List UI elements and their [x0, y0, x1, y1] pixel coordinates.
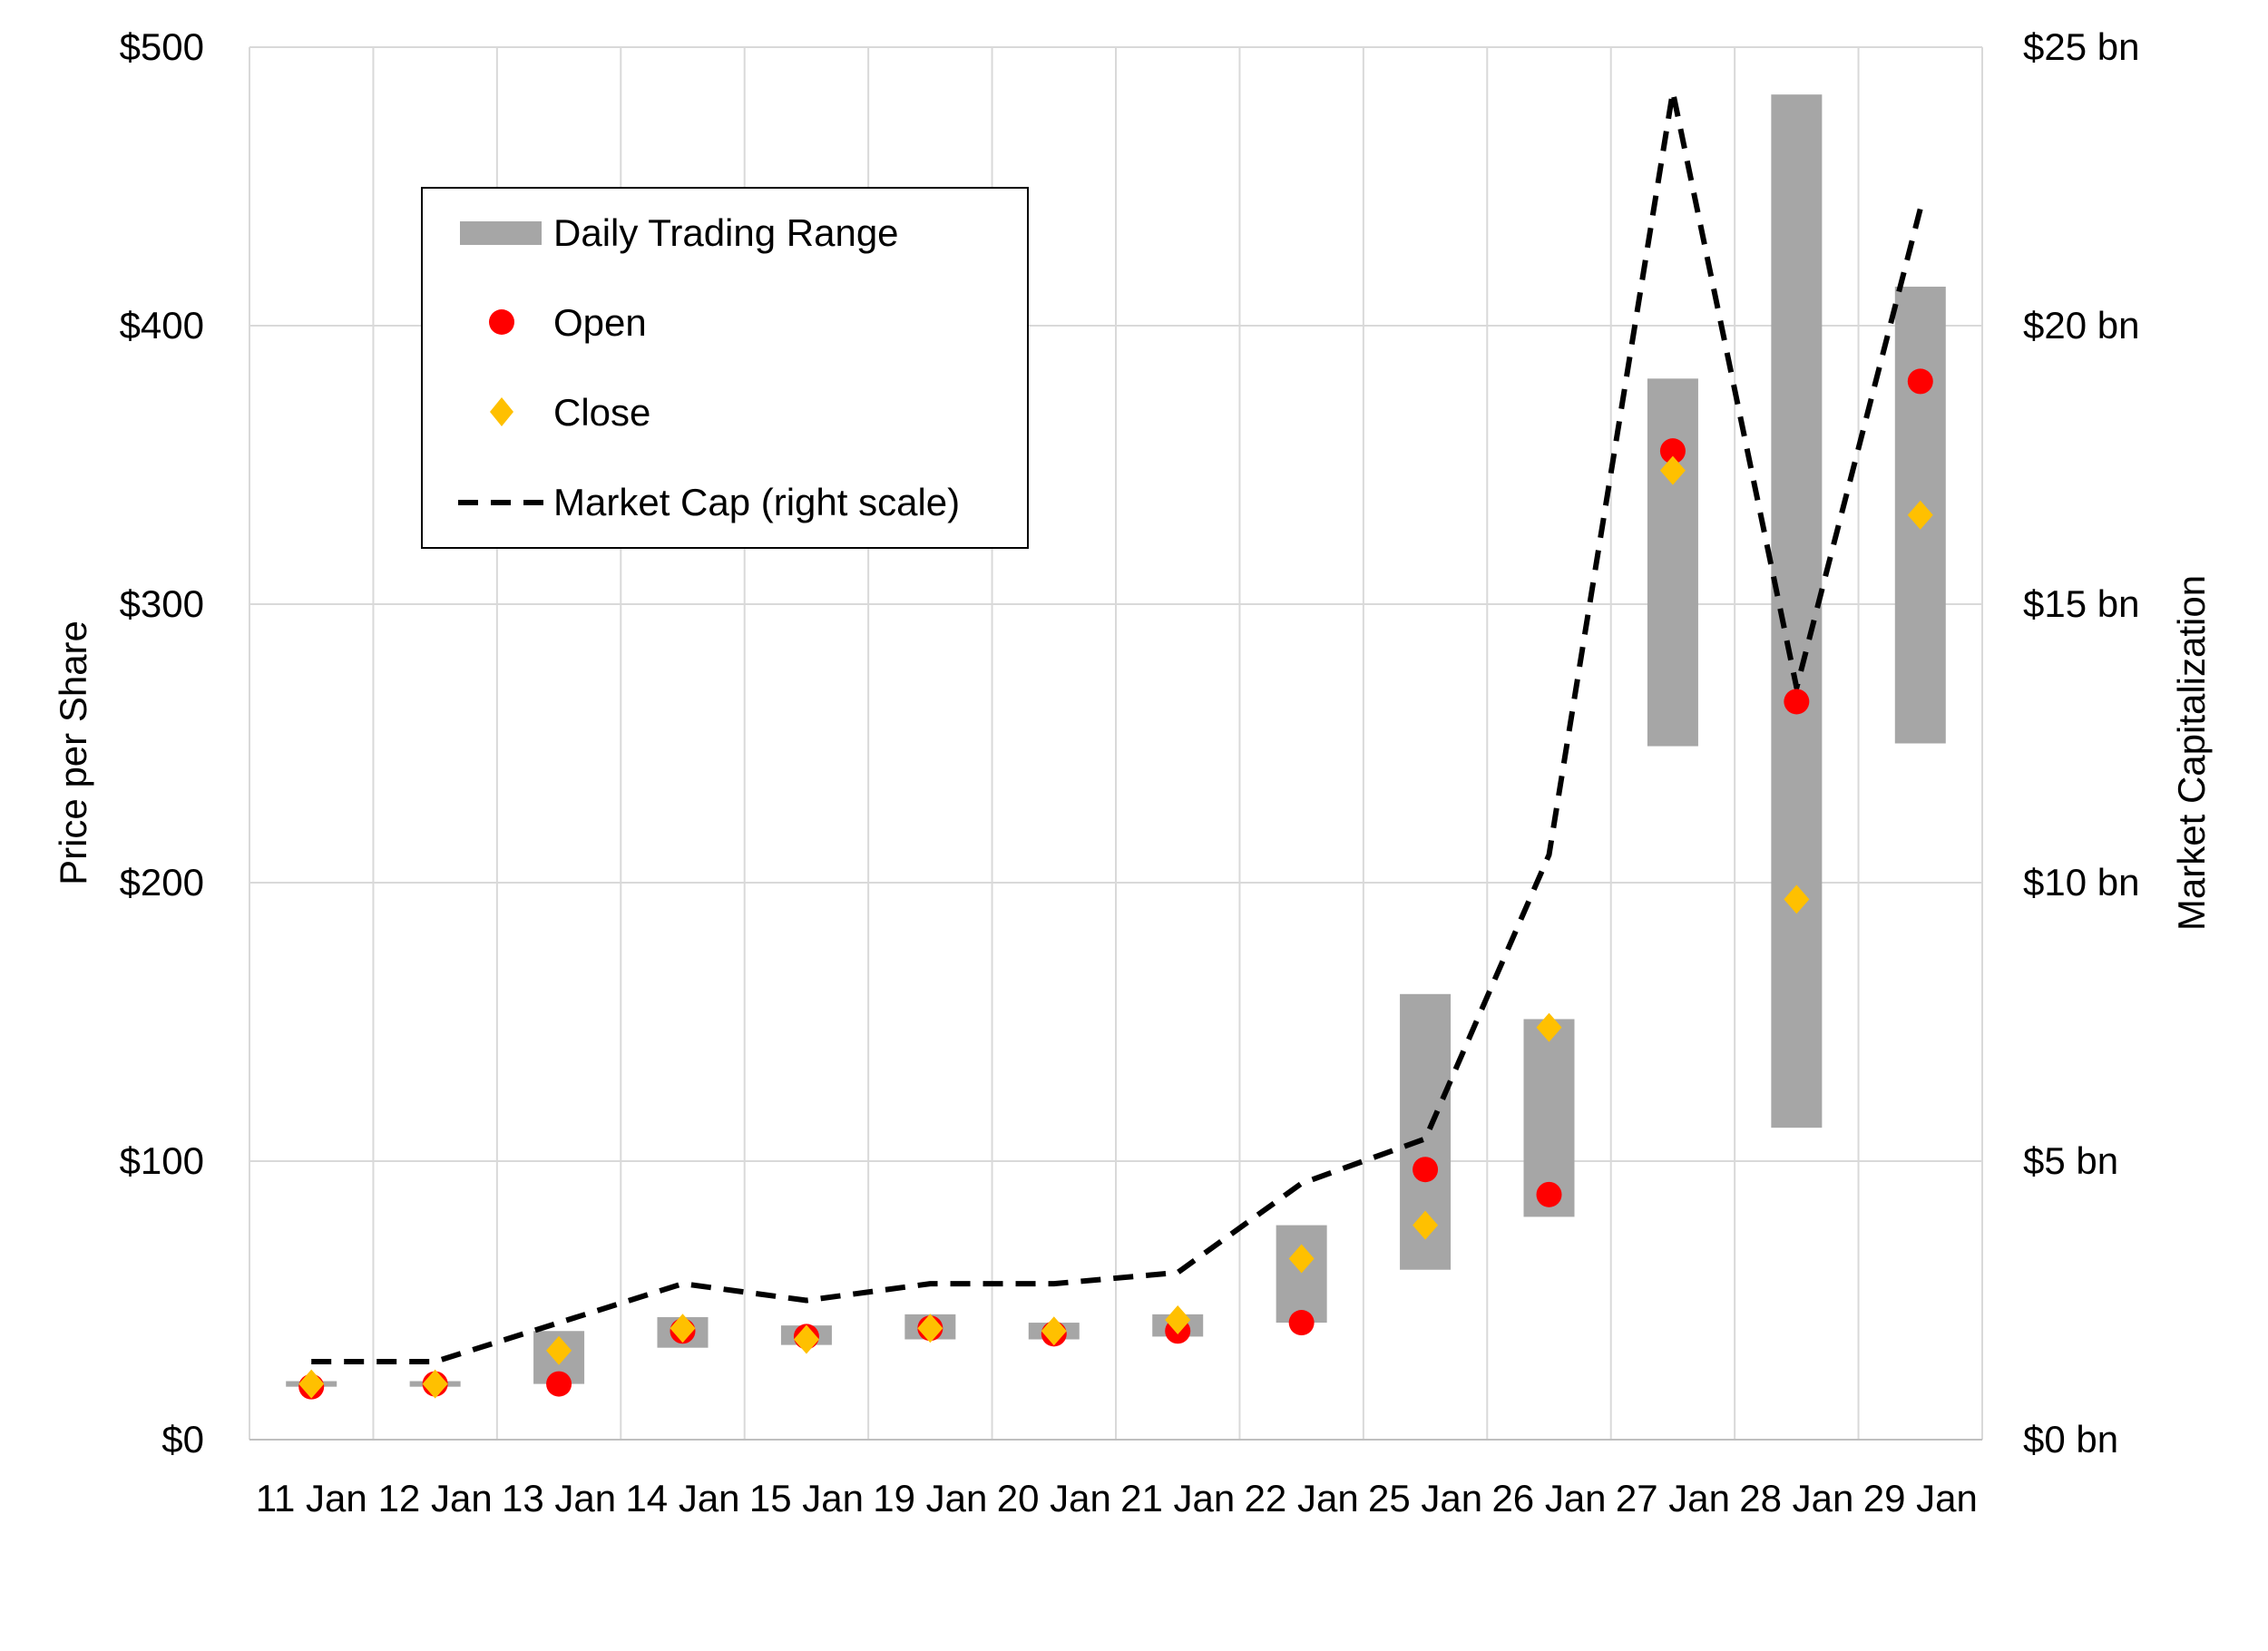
- open-point: [546, 1371, 572, 1397]
- y-tick-label: $100: [120, 1139, 204, 1182]
- y-tick-label: $0: [161, 1418, 204, 1460]
- legend-swatch-range: [460, 221, 542, 245]
- open-point: [1413, 1157, 1439, 1183]
- open-point: [1536, 1181, 1562, 1207]
- y-tick-label: $500: [120, 25, 204, 68]
- market-cap-line: [311, 89, 1923, 1364]
- close-point: [298, 1369, 325, 1399]
- y-tick-label: $300: [120, 582, 204, 625]
- legend-label-close: Close: [553, 391, 650, 434]
- close-point: [670, 1314, 696, 1343]
- market-cap-line-layer: [311, 89, 1923, 1364]
- price-markers: [298, 368, 1933, 1400]
- axes: $0 $0 bn $100 $5 bn $200 $10 bn $300 $15 bn $400…: [120, 25, 2140, 1519]
- y-tick-label: $200: [120, 861, 204, 904]
- close-point: [1041, 1316, 1067, 1346]
- x-tick-label: 14 Jan: [625, 1477, 739, 1519]
- close-point: [1907, 500, 1933, 530]
- x-tick-label: 21 Jan: [1120, 1477, 1235, 1519]
- legend-box: [421, 187, 1029, 549]
- legend-label-marketcap: Market Cap (right scale): [553, 481, 960, 523]
- y2-tick-label: $15 bn: [2023, 582, 2139, 625]
- x-tick-label: 15 Jan: [749, 1477, 864, 1519]
- x-tick-label: 11 Jan: [256, 1477, 367, 1519]
- legend-label-range: Daily Trading Range: [553, 211, 899, 254]
- legend-label-open: Open: [553, 301, 647, 344]
- close-point: [1784, 884, 1810, 914]
- close-point: [1165, 1304, 1191, 1334]
- legend-marker-open: [489, 309, 514, 335]
- x-tick-label: 29 Jan: [1863, 1477, 1978, 1519]
- y2-tick-label: $20 bn: [2023, 304, 2139, 347]
- close-point: [793, 1324, 819, 1354]
- x-tick-label: 12 Jan: [378, 1477, 493, 1519]
- x-tick-label: 27 Jan: [1616, 1477, 1730, 1519]
- y-tick-label: $400: [120, 304, 204, 347]
- close-point: [1536, 1012, 1562, 1042]
- open-point: [1659, 438, 1686, 464]
- y-axis-title: Price per Share: [52, 620, 94, 885]
- x-tick-label: 25 Jan: [1368, 1477, 1482, 1519]
- close-point: [1413, 1210, 1439, 1240]
- y2-tick-label: $5 bn: [2023, 1139, 2118, 1182]
- x-tick-label: 22 Jan: [1245, 1477, 1359, 1519]
- close-point: [1288, 1244, 1315, 1274]
- y2-tick-label: $25 bn: [2023, 25, 2139, 68]
- close-point: [1659, 455, 1686, 485]
- x-tick-label: 13 Jan: [502, 1477, 616, 1519]
- close-point: [422, 1369, 448, 1399]
- y2-tick-label: $0 bn: [2023, 1418, 2118, 1460]
- x-tick-label: 20 Jan: [997, 1477, 1111, 1519]
- x-tick-label: 19 Jan: [873, 1477, 987, 1519]
- x-tick-label: 26 Jan: [1491, 1477, 1606, 1519]
- range-bar: [1276, 1225, 1327, 1324]
- close-point: [546, 1335, 572, 1365]
- x-tick-label: 28 Jan: [1739, 1477, 1853, 1519]
- open-point: [1288, 1310, 1315, 1336]
- legend-marker-close: [490, 397, 513, 426]
- y2-tick-label: $10 bn: [2023, 861, 2139, 904]
- legend: Daily Trading Range Open Close Market Ca…: [421, 187, 1029, 549]
- open-point: [1784, 689, 1810, 715]
- range-bar: [1647, 378, 1698, 747]
- y2-axis-title: Market Capitalization: [2170, 575, 2213, 931]
- close-point: [917, 1314, 943, 1343]
- open-point: [1907, 368, 1933, 395]
